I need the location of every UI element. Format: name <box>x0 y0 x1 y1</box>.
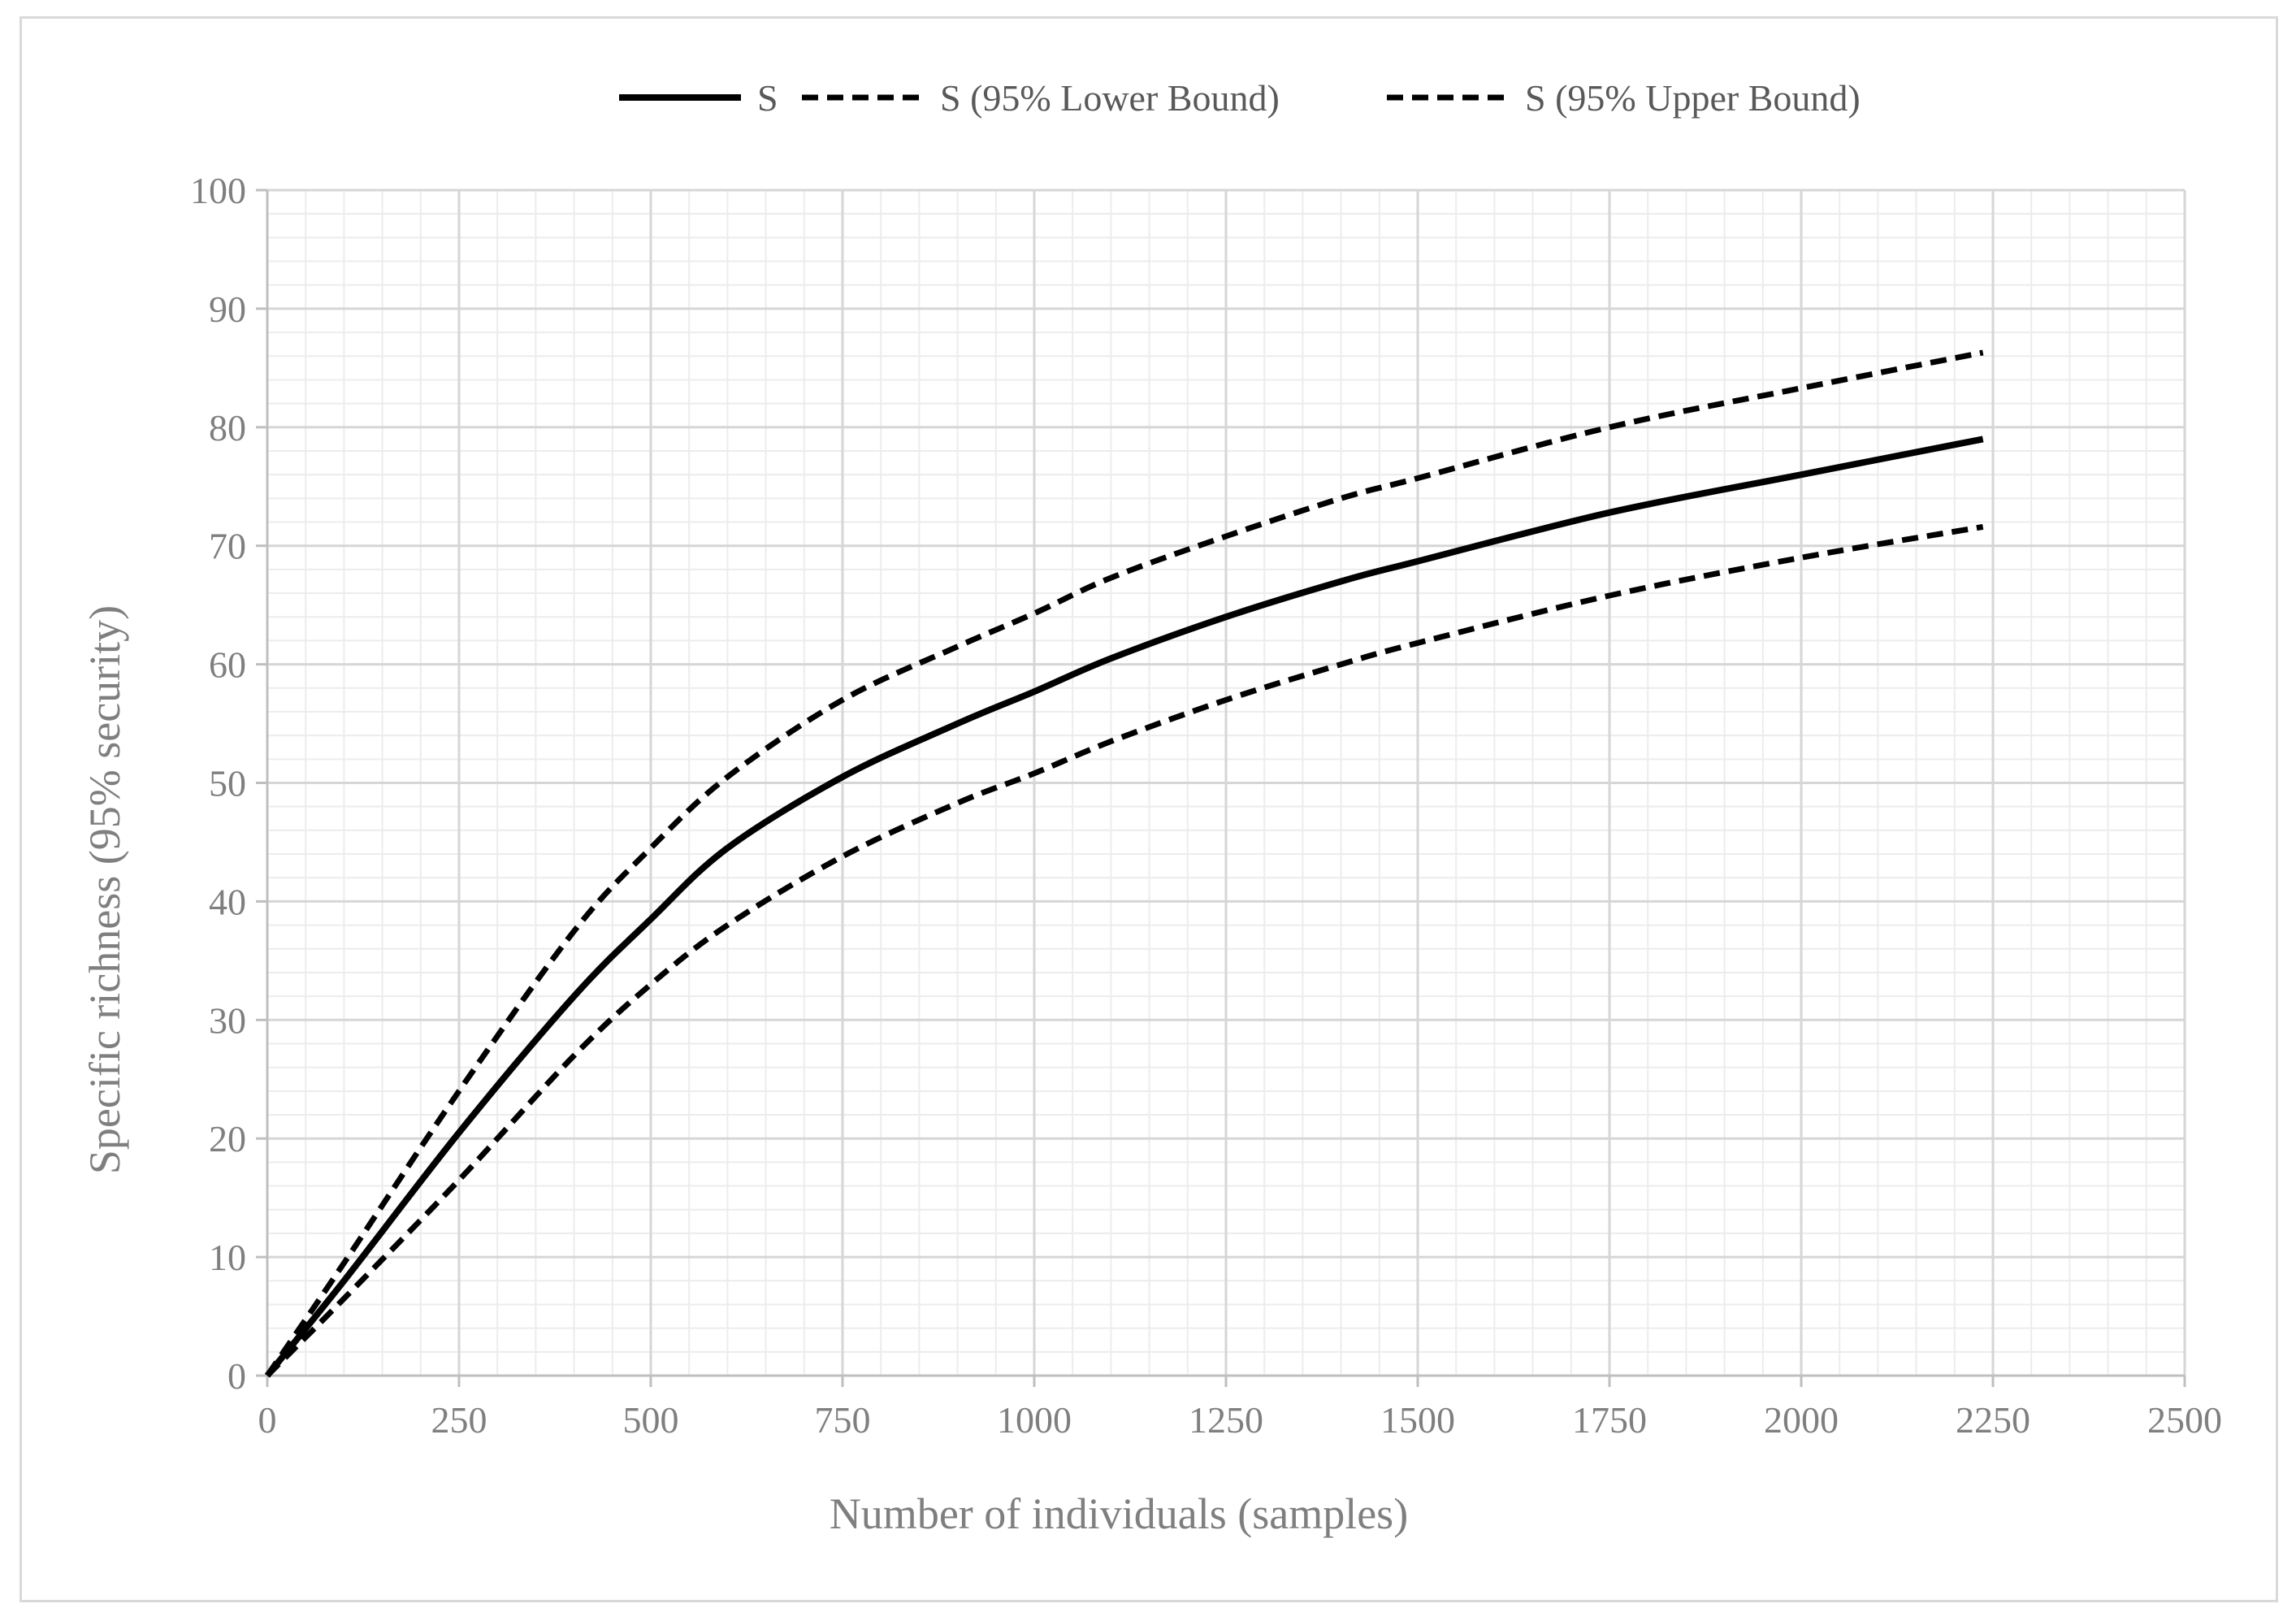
series-layer <box>264 349 1984 1378</box>
x-tick-label: 2250 <box>1956 1399 2030 1441</box>
y-tick-label: 40 <box>209 881 246 922</box>
chart-svg: 0 250 500 750 1000 1250 1500 1750 2000 2250 2500 0… <box>80 77 2223 1538</box>
y-tick-label: 30 <box>209 999 246 1041</box>
x-axis-title: Number of individuals (samples) <box>830 1489 1408 1538</box>
y-tick-label: 50 <box>209 763 246 804</box>
axes <box>256 189 2186 1387</box>
legend-label-s-95-lower-bound: S (95% Lower Bound) <box>940 77 1280 119</box>
y-axis-title: Specific richness (95% security) <box>80 605 129 1174</box>
legend: S S (95% Lower Bound) S (95% Upper Bound) <box>619 77 1861 119</box>
y-tick-label: 20 <box>209 1118 246 1159</box>
x-tick-label: 250 <box>431 1399 487 1441</box>
series-line-s <box>264 436 1984 1378</box>
x-tick-label: 1500 <box>1380 1399 1455 1441</box>
x-tick-label: 2000 <box>1764 1399 1839 1441</box>
legend-label-s-95-upper-bound: S (95% Upper Bound) <box>1525 77 1861 119</box>
y-tick-label: 100 <box>190 170 246 211</box>
x-tick-label: 500 <box>623 1399 679 1441</box>
y-tick-label: 90 <box>209 288 246 330</box>
y-tick-label: 0 <box>227 1355 246 1397</box>
y-tick-label: 60 <box>209 644 246 686</box>
major-gridlines <box>266 189 2186 1377</box>
x-tick-label: 2500 <box>2147 1399 2222 1441</box>
chart-frame: 0 250 500 750 1000 1250 1500 1750 2000 2250 2500 0… <box>19 16 2278 1602</box>
legend-label-s: S <box>757 77 778 119</box>
x-tick-label: 1000 <box>997 1399 1072 1441</box>
x-tick-label: 750 <box>815 1399 871 1441</box>
series-line-s-95-upper-bound <box>265 349 1984 1377</box>
y-tick-labels: 0 10 20 30 40 50 60 70 80 90 100 <box>190 170 246 1397</box>
x-tick-labels: 0 250 500 750 1000 1250 1500 1750 2000 2250 2500 <box>258 1399 2223 1441</box>
x-tick-label: 1750 <box>1572 1399 1647 1441</box>
y-tick-label: 70 <box>209 526 246 567</box>
x-tick-label: 1250 <box>1189 1399 1263 1441</box>
y-tick-label: 80 <box>209 407 246 449</box>
series-line-s-95-lower-bound <box>265 523 1984 1378</box>
y-tick-label: 10 <box>209 1237 246 1278</box>
x-tick-label: 0 <box>258 1399 277 1441</box>
